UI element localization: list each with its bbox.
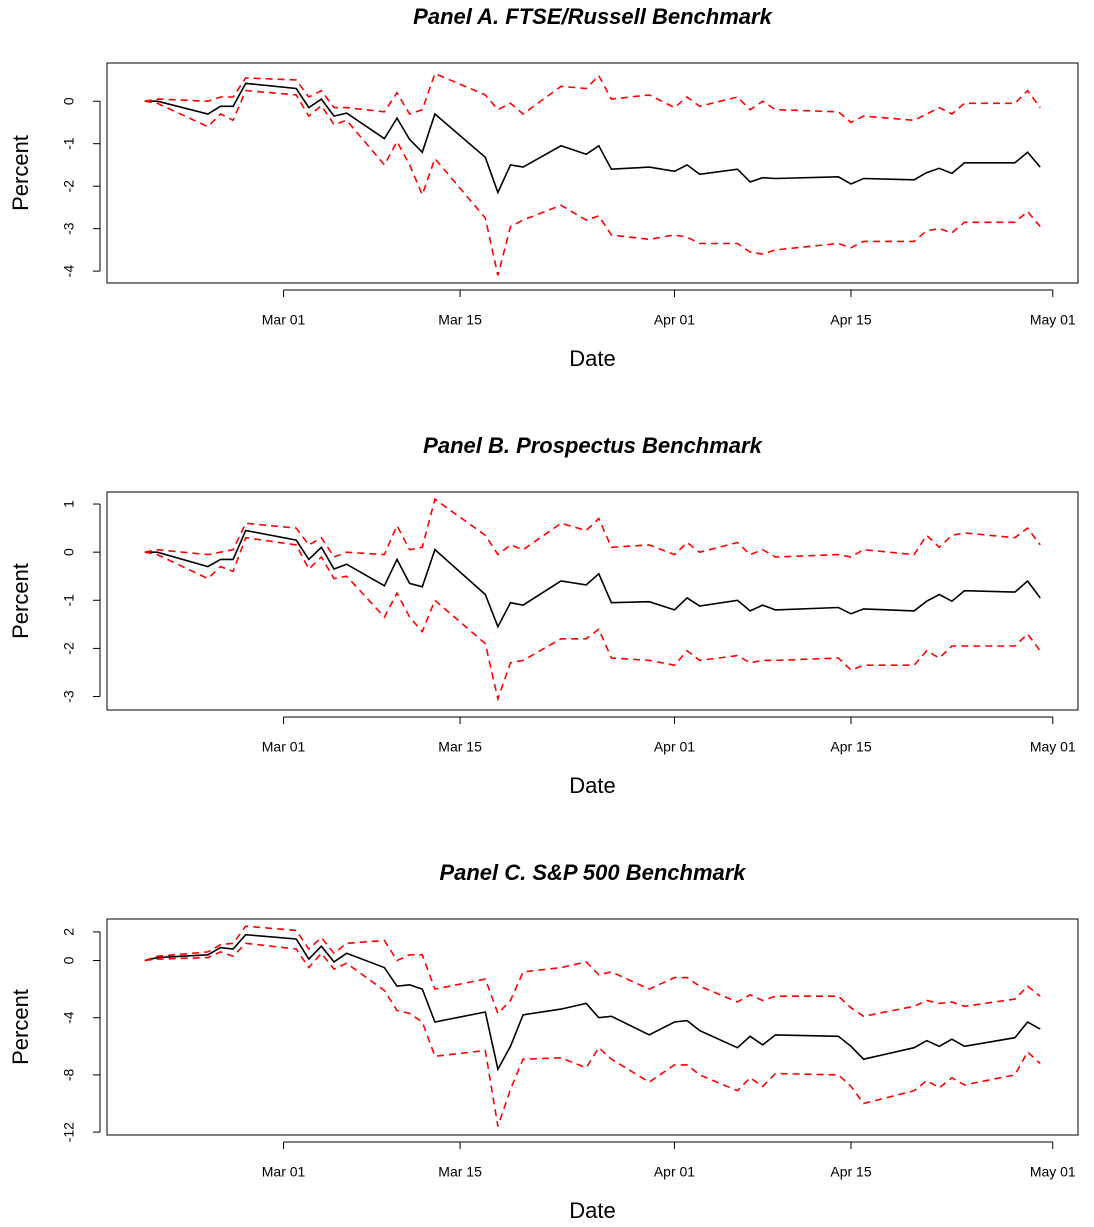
series-line — [144, 925, 1041, 1018]
chart-title: Panel C. S&P 500 Benchmark — [439, 860, 747, 885]
x-tick-label: Mar 15 — [438, 312, 482, 328]
y-tick-label: -4 — [61, 265, 77, 278]
x-axis-label: Date — [569, 1198, 615, 1223]
y-tick-label: -4 — [61, 1011, 77, 1024]
y-tick-label: -3 — [61, 222, 77, 235]
y-tick-label: -12 — [61, 1122, 77, 1142]
y-axis-label: Percent — [8, 563, 33, 639]
y-tick-label: -2 — [61, 180, 77, 193]
y-tick-label: -1 — [61, 594, 77, 607]
series-line — [144, 72, 1041, 124]
series-line — [144, 82, 1041, 195]
series-line — [144, 933, 1041, 1072]
y-tick-label: -3 — [61, 690, 77, 703]
x-tick-label: Mar 01 — [262, 312, 306, 328]
x-tick-label: Mar 01 — [262, 739, 306, 755]
x-tick-label: Mar 15 — [438, 739, 482, 755]
x-tick-label: May 01 — [1030, 312, 1076, 328]
y-tick-label: 1 — [61, 500, 77, 508]
x-axis-label: Date — [569, 346, 615, 371]
y-tick-label: -8 — [61, 1068, 77, 1081]
x-tick-label: Apr 15 — [830, 739, 871, 755]
y-axis-label: Percent — [8, 989, 33, 1065]
x-tick-label: Apr 01 — [654, 312, 695, 328]
x-axis-label: Date — [569, 773, 615, 798]
x-tick-label: Mar 15 — [438, 1164, 482, 1180]
chart-title: Panel A. FTSE/Russell Benchmark — [413, 4, 773, 29]
series-line — [144, 942, 1041, 1127]
y-tick-label: 2 — [61, 928, 77, 936]
y-tick-label: 0 — [61, 548, 77, 556]
y-tick-label: 0 — [61, 956, 77, 964]
x-tick-label: May 01 — [1030, 1164, 1076, 1180]
series-line — [144, 497, 1041, 558]
series-line — [144, 529, 1041, 629]
plot-box — [106, 918, 1079, 1136]
series-line — [144, 89, 1041, 276]
plot-box — [106, 62, 1079, 284]
series-line — [144, 536, 1041, 702]
x-tick-label: May 01 — [1030, 739, 1076, 755]
x-tick-label: Apr 15 — [830, 1164, 871, 1180]
x-tick-label: Apr 01 — [654, 1164, 695, 1180]
plot-box — [106, 491, 1079, 711]
chart-title: Panel B. Prospectus Benchmark — [423, 433, 763, 458]
x-tick-label: Apr 01 — [654, 739, 695, 755]
y-tick-label: -1 — [61, 137, 77, 150]
y-tick-label: 0 — [61, 97, 77, 105]
y-axis-label: Percent — [8, 135, 33, 211]
x-tick-label: Mar 01 — [262, 1164, 306, 1180]
y-tick-label: -2 — [61, 642, 77, 655]
x-tick-label: Apr 15 — [830, 312, 871, 328]
